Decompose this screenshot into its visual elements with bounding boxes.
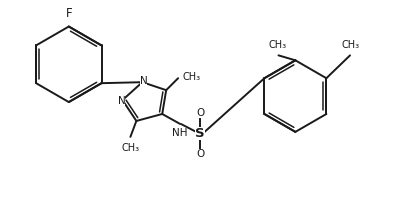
Text: N: N — [139, 76, 147, 86]
Text: S: S — [195, 127, 205, 140]
Text: N: N — [117, 96, 125, 106]
Text: O: O — [196, 108, 204, 118]
Text: CH₃: CH₃ — [182, 72, 201, 82]
Text: CH₃: CH₃ — [342, 40, 360, 50]
Text: O: O — [196, 149, 204, 159]
Text: F: F — [65, 7, 72, 20]
Text: NH: NH — [172, 128, 188, 138]
Text: CH₃: CH₃ — [269, 40, 287, 50]
Text: CH₃: CH₃ — [121, 143, 139, 153]
